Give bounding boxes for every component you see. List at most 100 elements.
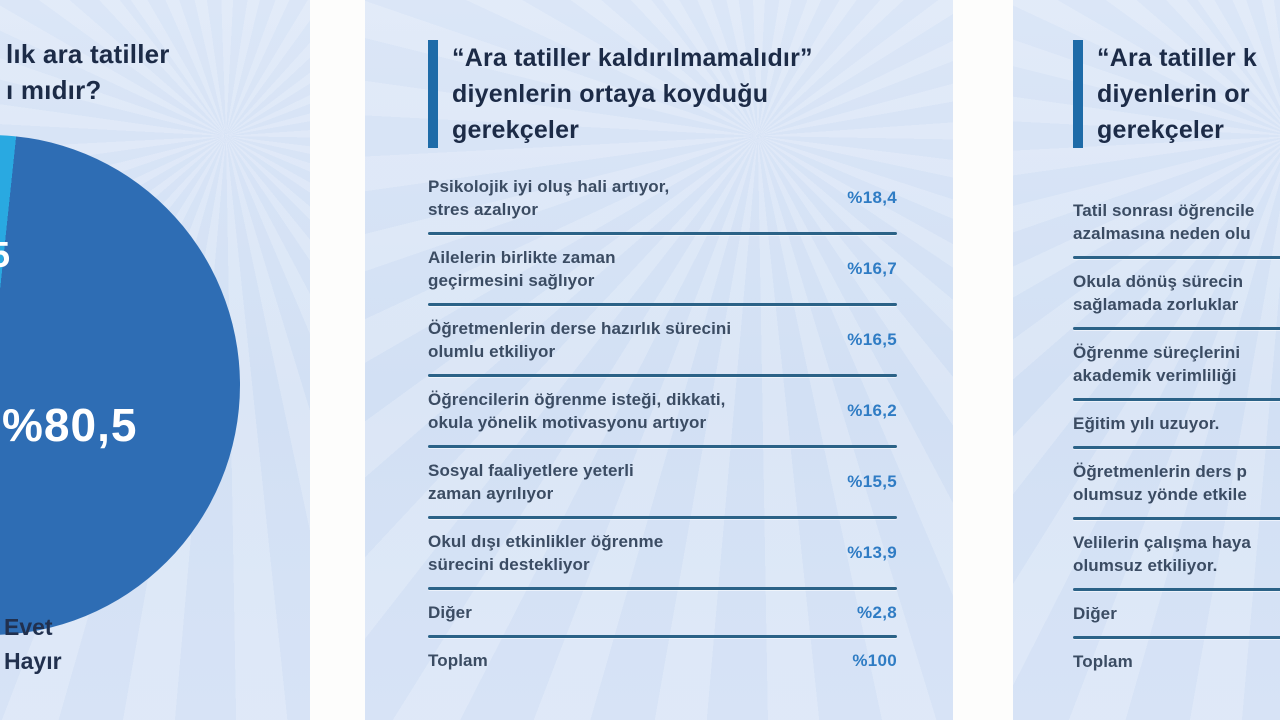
row-separator <box>428 635 897 638</box>
row-label-line: olumsuz yönde etkile <box>1073 485 1247 504</box>
pie-chart <box>0 135 240 635</box>
row-label-line: Okul dışı etkinlikler öğrenme <box>428 532 664 551</box>
row-label: Toplam <box>428 649 488 672</box>
row-label-line: Öğrencilerin öğrenme isteği, dikkati, <box>428 390 726 409</box>
row-separator <box>1073 256 1280 259</box>
row-label-line: Öğrenme süreçlerini <box>1073 343 1241 362</box>
row-label-line: olumsuz etkiliyor. <box>1073 556 1218 575</box>
row-separator <box>428 445 897 448</box>
row-label-line: Eğitim yılı uzuyor. <box>1073 414 1220 433</box>
row-label-line: Öğretmenlerin derse hazırlık sürecini <box>428 319 732 338</box>
row-label-line: Diğer <box>1073 604 1117 623</box>
row-label: Öğretmenlerin ders p olumsuz yönde etkil… <box>1073 460 1247 506</box>
row-label: Toplam <box>1073 650 1133 673</box>
row-separator <box>1073 398 1280 401</box>
pie-slice-label-hayir: %19,5 <box>0 234 12 275</box>
table-row: Öğretmenlerin derse hazırlık sürecini ol… <box>428 306 897 374</box>
table-row: Öğrenme süreçlerini akademik verimliliği <box>1073 330 1280 398</box>
row-label-line: stres azalıyor <box>428 200 539 219</box>
pie-panel: lık ara tatiller ı mıdır? %80,5 %19,5 Ev… <box>0 0 310 720</box>
table-row: Velilerin çalışma haya olumsuz etkiliyor… <box>1073 520 1280 588</box>
row-label: Velilerin çalışma haya olumsuz etkiliyor… <box>1073 531 1251 577</box>
row-value: %18,4 <box>847 188 897 207</box>
row-separator <box>428 516 897 519</box>
legend-item-evet: Evet <box>4 614 53 640</box>
row-value: %16,5 <box>847 330 897 349</box>
legend-item-hayir: Hayır <box>4 648 62 674</box>
table-row: Öğrencilerin öğrenme isteği, dikkati, ok… <box>428 377 897 445</box>
table-row: Ailelerin birlikte zaman geçirmesini sağ… <box>428 235 897 303</box>
panel-title-line3: gerekçeler <box>1097 116 1225 144</box>
panel-title: “Ara tatiller k diyenlerin or gerekçeler <box>1073 40 1280 148</box>
row-label-line: zaman ayrılıyor <box>428 484 554 503</box>
reasons-table: Psikolojik iyi oluş hali artıyor, stres … <box>428 164 897 683</box>
table-row: Sosyal faaliyetlere yeterli zaman ayrılı… <box>428 448 897 516</box>
panel-title-line3: gerekçeler <box>452 116 580 144</box>
row-label: Öğrencilerin öğrenme isteği, dikkati, ok… <box>428 388 726 434</box>
panel-title-line2: diyenlerin or <box>1097 80 1250 108</box>
table-row: Toplam %100 <box>428 638 897 683</box>
table-row: Öğretmenlerin ders p olumsuz yönde etkil… <box>1073 449 1280 517</box>
question-title: lık ara tatiller ı mıdır? <box>6 36 170 108</box>
row-label-line: Velilerin çalışma haya <box>1073 533 1251 552</box>
reasons-keep-panel: “Ara tatiller kaldırılmamalıdır” diyenle… <box>365 0 953 720</box>
row-label: Eğitim yılı uzuyor. <box>1073 412 1219 435</box>
row-label-line: geçirmesini sağlıyor <box>428 271 595 290</box>
row-label: Psikolojik iyi oluş hali artıyor, stres … <box>428 175 669 221</box>
row-label-line: Toplam <box>1073 652 1133 671</box>
row-value: %15,5 <box>847 472 897 491</box>
row-label: Öğretmenlerin derse hazırlık sürecini ol… <box>428 317 731 363</box>
row-label: Okul dışı etkinlikler öğrenme sürecini d… <box>428 530 663 576</box>
row-label: Okula dönüş sürecin sağlamada zorluklar <box>1073 270 1243 316</box>
row-value: %100 <box>852 650 897 670</box>
pie-slice-label-evet: %80,5 <box>2 399 138 451</box>
table-row: Diğer %2,8 <box>428 590 897 635</box>
row-label-line: Öğretmenlerin ders p <box>1073 462 1247 481</box>
row-separator <box>428 374 897 377</box>
panel-title-line1: “Ara tatiller kaldırılmamalıdır” <box>452 44 813 72</box>
row-separator <box>1073 327 1280 330</box>
row-separator <box>1073 517 1280 520</box>
row-label-line: Toplam <box>428 651 488 670</box>
row-label-line: azalmasına neden olu <box>1073 224 1251 243</box>
question-title-line2: ı mıdır? <box>6 75 102 105</box>
table-row: Diğer <box>1073 591 1280 636</box>
reasons-remove-panel: “Ara tatiller k diyenlerin or gerekçeler… <box>1013 0 1280 720</box>
row-label: Diğer <box>428 601 472 624</box>
row-label-line: Tatil sonrası öğrencile <box>1073 201 1255 220</box>
row-separator <box>428 303 897 306</box>
row-value: %13,9 <box>847 543 897 562</box>
table-row: Toplam <box>1073 639 1280 684</box>
table-row: Okula dönüş sürecin sağlamada zorluklar <box>1073 259 1280 327</box>
table-row: Tatil sonrası öğrencile azalmasına neden… <box>1073 188 1280 256</box>
table-row: Okul dışı etkinlikler öğrenme sürecini d… <box>428 519 897 587</box>
row-label-line: Psikolojik iyi oluş hali artıyor, <box>428 177 670 196</box>
row-value: %16,2 <box>847 401 897 420</box>
row-label-line: Okula dönüş sürecin <box>1073 272 1244 291</box>
row-label-line: Ailelerin birlikte zaman <box>428 248 616 267</box>
reasons-table: Tatil sonrası öğrencile azalmasına neden… <box>1073 188 1280 684</box>
row-label-line: sürecini destekliyor <box>428 555 590 574</box>
panel-title-line2: diyenlerin ortaya koyduğu <box>452 80 769 108</box>
pie-legend: Evet Hayır <box>4 610 62 678</box>
row-label-line: akademik verimliliği <box>1073 366 1237 385</box>
panel-title-line1: “Ara tatiller k <box>1097 44 1258 72</box>
row-value: %16,7 <box>847 259 897 278</box>
row-label: Öğrenme süreçlerini akademik verimliliği <box>1073 341 1240 387</box>
row-label-line: okula yönelik motivasyonu artıyor <box>428 413 707 432</box>
row-separator <box>428 587 897 590</box>
row-label-line: Sosyal faaliyetlere yeterli <box>428 461 634 480</box>
row-label-line: Diğer <box>428 603 472 622</box>
row-separator <box>428 232 897 235</box>
row-value: %2,8 <box>857 602 897 622</box>
row-separator <box>1073 588 1280 591</box>
row-separator <box>1073 446 1280 449</box>
panel-title: “Ara tatiller kaldırılmamalıdır” diyenle… <box>428 40 897 148</box>
table-row: Psikolojik iyi oluş hali artıyor, stres … <box>428 164 897 232</box>
question-title-line1: lık ara tatiller <box>6 39 170 69</box>
row-label: Sosyal faaliyetlere yeterli zaman ayrılı… <box>428 459 634 505</box>
table-row: Eğitim yılı uzuyor. <box>1073 401 1280 446</box>
row-label-line: olumlu etkiliyor <box>428 342 556 361</box>
row-label: Tatil sonrası öğrencile azalmasına neden… <box>1073 199 1254 245</box>
row-label: Diğer <box>1073 602 1117 625</box>
